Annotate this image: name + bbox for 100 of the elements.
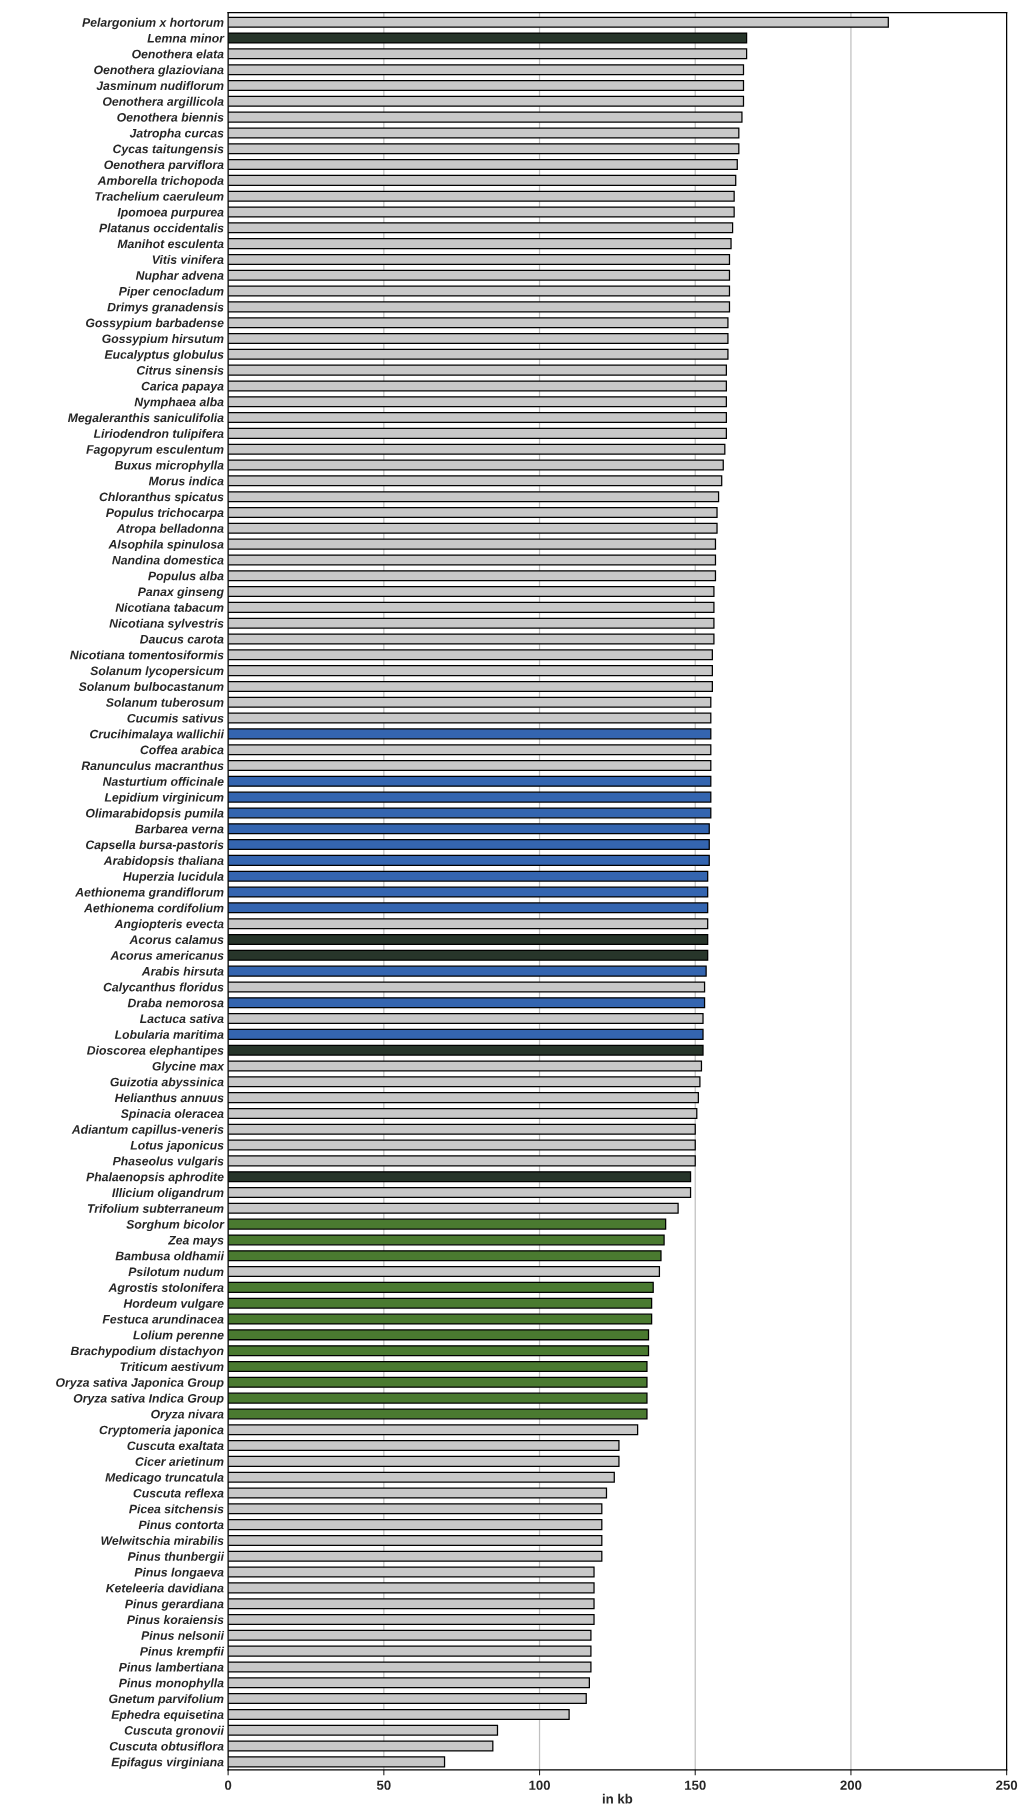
y-tick-label: Ephedra equisetina (111, 1709, 224, 1722)
y-tick-label: Arabis hirsuta (141, 966, 224, 976)
y-tick-label: Morus indica (148, 476, 224, 486)
y-tick-label: Angiopteris evecta (114, 919, 224, 931)
y-tick-label: Pinus nelsonii (141, 1630, 225, 1640)
y-tick-label: Picea sitchensis (129, 1504, 224, 1514)
y-tick-label: Pinus krempfii (139, 1646, 225, 1659)
y-tick-label: Lepidium virginicum (104, 792, 224, 805)
y-tick-label: Piper cenocladum (118, 286, 224, 299)
y-tick-label: Spinacia oleracea (120, 1109, 224, 1121)
y-tick-label: Nuphar advena (135, 270, 224, 283)
y-tick-label: Pinus contorta (138, 1520, 224, 1530)
y-tick-label: Ipomoea purpurea (117, 208, 224, 219)
y-tick-label: Gnetum parvifolium (109, 1694, 224, 1706)
x-axis-title: in kb (602, 1793, 633, 1804)
y-tick-label: Buxus microphylla (114, 460, 224, 472)
y-tick-label: Carica papaya (141, 381, 224, 393)
y-tick-label: Brachypodium distachyon (70, 1346, 224, 1358)
y-tick-label: Nymphaea alba (134, 397, 224, 409)
y-tick-label: Nasturtium officinale (102, 776, 224, 786)
y-tick-label: Trifolium subterraneum (87, 1203, 224, 1213)
y-tick-label: Lolium perenne (133, 1330, 224, 1342)
y-tick-label: Aethionema grandiflorum (75, 887, 224, 899)
y-tick-label: Atropa belladonna (116, 523, 224, 536)
y-tick-label: Populus trichocarpa (106, 508, 224, 520)
y-tick-label: Solanum bulbocastanum (78, 682, 224, 691)
y-tick-label: Oenothera biennis (117, 112, 224, 122)
y-tick-label: Festuca arundinacea (102, 1314, 224, 1324)
y-tick-label: Cuscuta exaltata (127, 1441, 224, 1451)
y-tick-label: Arabidopsis thaliana (103, 855, 224, 868)
y-tick-label: Medicago truncatula (105, 1472, 224, 1485)
y-tick-label: Lactuca sativa (139, 1014, 224, 1024)
y-tick-label: Calycanthus floridus (103, 982, 224, 994)
y-tick-label: Oenothera parviflora (104, 160, 224, 172)
y-tick-label: Draba nemorosa (127, 998, 224, 1008)
y-tick-label: Solanum lycopersicum (90, 666, 224, 678)
y-tick-label: Cuscuta reflexa (133, 1488, 224, 1498)
y-tick-label: Gossypium barbadense (86, 318, 224, 330)
y-tick-label: Acorus calamus (129, 935, 224, 945)
y-tick-label: Pinus longaeva (134, 1567, 224, 1580)
y-tick-label: Olimarabidopsis pumila (86, 808, 224, 820)
y-tick-label: Lobularia maritima (114, 1029, 224, 1039)
y-tick-label: Phalaenopsis aphrodite (86, 1172, 224, 1184)
y-tick-label: Pinus monophylla (118, 1678, 224, 1690)
y-tick-label: Pinus gerardiana (125, 1599, 224, 1611)
y-tick-label: Liriodendron tulipifera (93, 428, 224, 441)
y-tick-label: Nicotiana tabacum (115, 602, 224, 612)
y-tick-label: Illicium oligandrum (112, 1188, 224, 1200)
y-tick-label: Lemna minor (147, 33, 225, 43)
y-tick-label: Barbarea verna (135, 824, 224, 834)
y-tick-label: Lotus japonicus (130, 1140, 224, 1153)
x-tick-label: 100 (529, 1780, 550, 1790)
y-tick-label: Coffea arabica (140, 745, 224, 755)
x-tick-label: 150 (685, 1780, 706, 1790)
y-tick-label: Citrus sinensis (136, 365, 224, 375)
y-tick-label: Populus alba (148, 571, 224, 583)
x-tick-label: 50 (376, 1780, 391, 1790)
y-tick-label: Amborella trichopoda (97, 175, 224, 188)
y-tick-label: Cicer arietinum (135, 1456, 224, 1466)
y-tick-label: Adiantum capillus-veneris (71, 1124, 224, 1137)
y-tick-label: Acorus americanus (110, 950, 224, 960)
y-tick-label: Gossypium hirsutum (102, 334, 224, 346)
y-tick-label: Phaseolus vulgaris (112, 1156, 224, 1168)
y-tick-label: Trachelium caeruleum (95, 191, 224, 201)
y-tick-label: Huperzia lucidula (122, 871, 224, 884)
y-tick-label: Platanus occidentalis (99, 223, 224, 233)
x-tick-label: 0 (224, 1780, 232, 1790)
y-tick-label: Oryza nivara (151, 1409, 224, 1421)
y-tick-label: Chloranthus spicatus (99, 492, 224, 504)
y-tick-label: Cuscuta gronovii (124, 1725, 225, 1738)
y-tick-label: Oenothera elata (132, 49, 224, 59)
y-tick-label: Zea mays (167, 1235, 224, 1247)
y-tick-label: Nicotiana tomentosiformis (70, 650, 224, 660)
y-tick-label: Nandina domestica (112, 555, 224, 565)
y-tick-label: Oryza sativa Japonica Group (56, 1377, 224, 1390)
y-tick-label: Welwitschia mirabilis (101, 1536, 224, 1545)
y-tick-label: Daucus carota (139, 635, 224, 644)
y-tick-label: Pinus thunbergii (127, 1551, 225, 1564)
y-tick-label: Keteleeria davidiana (105, 1583, 224, 1593)
y-tick-label: Ranunculus macranthus (81, 761, 224, 771)
y-tick-label: Manihot esculenta (117, 239, 224, 249)
y-tick-label: Aethionema cordifolium (83, 903, 224, 913)
y-tick-label: Nicotiana sylvestris (109, 618, 224, 631)
y-tick-label: Jatropha curcas (129, 128, 224, 140)
x-tick-label: 200 (840, 1780, 862, 1790)
y-tick-label: Jasminum nudiflorum (96, 81, 224, 91)
y-tick-label: Glycine max (152, 1061, 225, 1073)
y-tick-label: Solanum tuberosum (105, 697, 224, 707)
y-tick-label: Pinus lambertiana (118, 1662, 224, 1672)
y-tick-label: Drimys granadensis (107, 302, 224, 314)
y-tick-label: Megaleranthis saniculifolia (67, 413, 224, 425)
y-tick-label: Psilotum nudum (128, 1267, 224, 1277)
y-tick-label: Alsophila spinulosa (108, 539, 224, 552)
x-tick-label: 250 (996, 1780, 1018, 1790)
y-tick-label: Cycas taitungensis (113, 144, 224, 156)
y-tick-label: Pelargonium x hortorum (82, 17, 224, 30)
y-tick-label: Cryptomeria japonica (99, 1425, 224, 1437)
y-tick-label: Cuscuta obtusiflora (109, 1741, 224, 1751)
y-tick-label: Oryza sativa Indica Group (73, 1393, 224, 1406)
y-tick-label: Helianthus annuus (114, 1093, 224, 1103)
